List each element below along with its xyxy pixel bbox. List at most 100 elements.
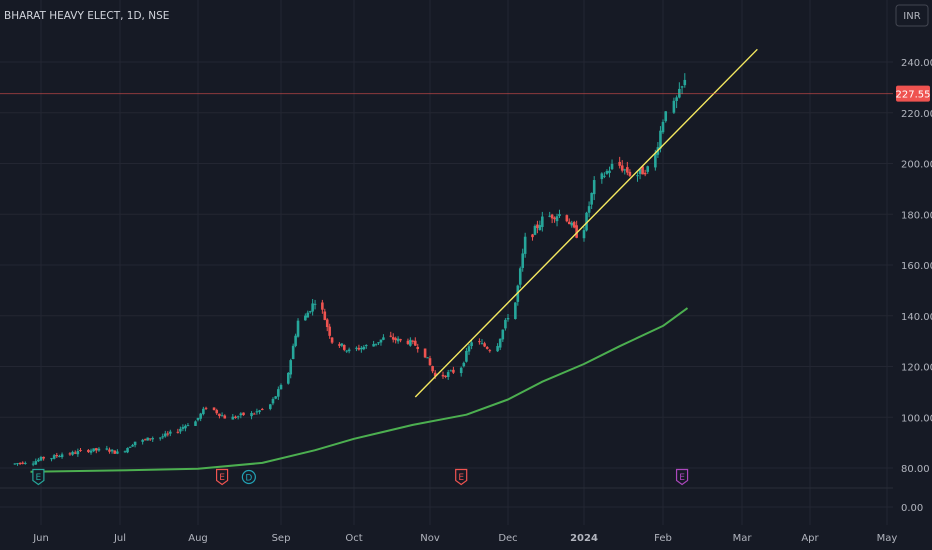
candle-body — [531, 234, 534, 238]
price-axis[interactable]: 0.00 80.00 100.00 120.00 140.00 160.00 180.00 2… — [901, 58, 932, 514]
candle-body — [518, 268, 522, 285]
time-tick-label: Sep — [272, 533, 291, 544]
candle-body — [641, 166, 644, 175]
candle-body — [377, 342, 380, 344]
candle-body — [654, 153, 657, 168]
candle-body — [31, 463, 35, 465]
candle-body — [39, 457, 43, 461]
candle-body — [161, 436, 165, 438]
candle-body — [55, 454, 59, 457]
candle-body — [618, 161, 621, 166]
grid-lines — [0, 0, 893, 525]
candle-body — [409, 339, 412, 346]
candle-body — [58, 456, 61, 458]
candle-body — [533, 225, 537, 235]
candle-body — [541, 216, 544, 227]
candle-body — [683, 79, 687, 86]
candle-body — [572, 222, 576, 228]
candle-body — [394, 338, 397, 341]
candle-body — [565, 215, 569, 222]
candle-body — [428, 358, 432, 366]
time-tick-label: Dec — [498, 533, 517, 544]
candle-body — [452, 369, 455, 373]
candle-body — [181, 427, 185, 429]
candle-body — [485, 347, 489, 349]
candle-body — [470, 342, 473, 347]
price-tick-label: 200.00 — [901, 160, 932, 171]
earnings-marker[interactable]: E — [455, 468, 468, 486]
candle-body — [582, 230, 586, 239]
candle-body — [13, 463, 17, 465]
candle-body — [141, 439, 144, 442]
currency-label: INR — [903, 11, 920, 22]
candle-body — [462, 362, 466, 367]
candle-body — [133, 441, 137, 446]
candle-body — [311, 303, 314, 312]
time-tick-label: Oct — [345, 533, 362, 544]
candle-body — [521, 253, 525, 268]
candle-body — [313, 303, 317, 305]
currency-button[interactable]: INR — [895, 4, 929, 27]
candle-body — [60, 454, 64, 458]
candle-body — [587, 206, 591, 213]
time-tick-label: Aug — [188, 533, 208, 544]
candle-body — [646, 166, 650, 172]
series-layer — [30, 307, 689, 473]
candle-body — [608, 170, 611, 173]
time-axis[interactable]: Jun Jul Aug Sep Oct Nov Dec 2024 Feb Mar Apr May — [32, 533, 897, 544]
candle-body — [605, 171, 609, 174]
candle-body — [108, 449, 111, 452]
price-tick-label: 220.00 — [901, 109, 932, 120]
candle-body — [79, 450, 82, 452]
trendline[interactable] — [414, 48, 758, 398]
candle-body — [659, 130, 662, 149]
time-tick-label: Mar — [733, 533, 753, 544]
candle-body — [143, 439, 147, 441]
candle-body — [236, 416, 240, 418]
price-tick-label: 80.00 — [901, 464, 930, 475]
candle-body — [199, 413, 202, 419]
candle-body — [391, 337, 395, 340]
candle-body — [433, 372, 437, 377]
candle-body — [467, 346, 471, 352]
time-tick-label: May — [877, 533, 898, 544]
svg-text:E: E — [679, 473, 685, 483]
candle-body — [163, 433, 167, 437]
candle-body — [374, 343, 378, 345]
time-axis-background — [0, 525, 932, 550]
candle-body — [328, 326, 331, 336]
candle-body — [76, 451, 80, 455]
candle-body — [268, 404, 272, 409]
candle-body — [71, 451, 74, 455]
candle-body — [242, 412, 245, 416]
earnings-marker[interactable]: E — [32, 468, 45, 486]
candle-body — [148, 438, 152, 440]
candle-body — [389, 335, 393, 337]
dividend-marker[interactable]: D — [241, 469, 256, 485]
candle-body — [413, 340, 417, 346]
time-tick-label: Jun — [32, 533, 49, 544]
time-tick-label: Apr — [801, 533, 819, 544]
candle-body — [258, 410, 261, 412]
candle-body — [636, 175, 639, 177]
candle-body — [218, 413, 221, 416]
candle-body — [459, 367, 463, 374]
candle-body — [446, 372, 450, 377]
candle-body — [592, 180, 596, 195]
earnings-marker[interactable]: E — [675, 468, 689, 486]
price-tick-label: 160.00 — [901, 261, 932, 272]
candle-body — [260, 409, 264, 411]
candle-body — [204, 407, 208, 409]
candle-body — [294, 335, 297, 346]
candle-body — [166, 433, 170, 435]
time-tick-label: Feb — [654, 533, 672, 544]
candle-body — [548, 215, 551, 217]
candle-body — [538, 225, 542, 231]
candle-body — [558, 214, 561, 216]
candle-body — [488, 350, 492, 352]
candle-body — [504, 319, 507, 329]
earnings-marker[interactable]: E — [215, 468, 229, 486]
